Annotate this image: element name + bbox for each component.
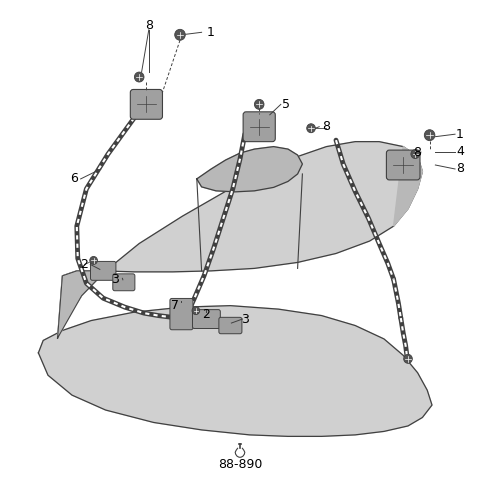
Circle shape bbox=[307, 124, 315, 133]
Circle shape bbox=[192, 307, 200, 315]
FancyBboxPatch shape bbox=[243, 112, 276, 142]
Text: 1: 1 bbox=[206, 26, 214, 39]
Circle shape bbox=[90, 256, 97, 264]
FancyBboxPatch shape bbox=[170, 298, 193, 330]
Circle shape bbox=[254, 99, 264, 109]
Text: 5: 5 bbox=[282, 98, 289, 111]
Circle shape bbox=[424, 130, 435, 141]
Polygon shape bbox=[38, 306, 432, 436]
Circle shape bbox=[404, 354, 412, 363]
FancyBboxPatch shape bbox=[90, 261, 116, 280]
FancyBboxPatch shape bbox=[386, 150, 420, 180]
Text: 6: 6 bbox=[71, 172, 78, 185]
FancyBboxPatch shape bbox=[113, 274, 135, 291]
Text: 8: 8 bbox=[145, 19, 153, 32]
Text: 8: 8 bbox=[456, 163, 464, 175]
Text: 7: 7 bbox=[171, 299, 179, 312]
Circle shape bbox=[411, 150, 420, 159]
Circle shape bbox=[134, 72, 144, 82]
Polygon shape bbox=[58, 271, 106, 338]
Text: 8: 8 bbox=[414, 146, 421, 159]
FancyBboxPatch shape bbox=[219, 318, 242, 334]
Text: 1: 1 bbox=[456, 128, 464, 141]
Polygon shape bbox=[197, 147, 302, 192]
Circle shape bbox=[175, 29, 185, 40]
Polygon shape bbox=[58, 142, 422, 338]
Polygon shape bbox=[394, 147, 422, 226]
FancyBboxPatch shape bbox=[192, 310, 220, 329]
Text: 4: 4 bbox=[456, 145, 464, 158]
Text: 88-890: 88-890 bbox=[218, 458, 262, 471]
Text: 3: 3 bbox=[111, 273, 119, 286]
Text: 2: 2 bbox=[80, 258, 88, 271]
Text: 2: 2 bbox=[203, 308, 210, 321]
FancyBboxPatch shape bbox=[130, 89, 162, 119]
Text: 3: 3 bbox=[241, 313, 249, 326]
Text: 8: 8 bbox=[323, 120, 330, 133]
